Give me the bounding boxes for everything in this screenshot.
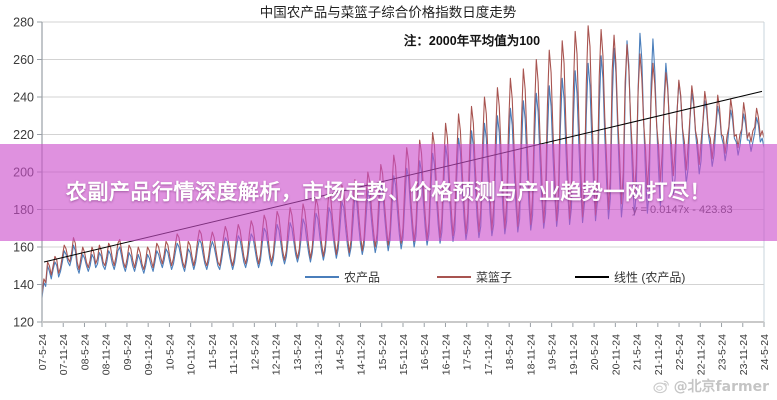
svg-text:23-11-24: 23-11-24	[738, 334, 750, 375]
svg-text:07-11-24: 07-11-24	[58, 334, 70, 375]
svg-text:15-11-24: 15-11-24	[398, 334, 410, 375]
svg-text:13-5-24: 13-5-24	[292, 334, 304, 370]
svg-text:19-5-24: 19-5-24	[547, 334, 559, 370]
svg-text:240: 240	[13, 91, 34, 105]
svg-text:21-11-24: 21-11-24	[653, 334, 665, 375]
svg-text:17-5-24: 17-5-24	[462, 334, 474, 370]
svg-text:22-11-24: 22-11-24	[695, 334, 707, 375]
svg-text:120: 120	[13, 316, 34, 330]
svg-text:16-5-24: 16-5-24	[419, 334, 431, 370]
headline-text: 农副产品行情深度解析，市场走势、价格预测与产业趋势一网打尽！	[66, 180, 711, 204]
headline-overlay-band: 农副产品行情深度解析，市场走势、价格预测与产业趋势一网打尽！	[0, 143, 777, 242]
svg-text:280: 280	[13, 16, 34, 30]
svg-text:农产品: 农产品	[344, 271, 380, 285]
svg-text:09-11-24: 09-11-24	[143, 334, 155, 375]
chart-title: 中国农产品与菜篮子综合价格指数日度走势	[260, 5, 517, 20]
x-axis-labels: 07-5-24 07-11-24 08-5-24 08-11-24 09-5-24 09-…	[37, 334, 771, 375]
svg-text:23-5-24: 23-5-24	[717, 334, 729, 370]
svg-text:线性 (农产品): 线性 (农产品)	[614, 271, 685, 285]
svg-text:15-5-24: 15-5-24	[377, 334, 389, 370]
svg-text:11-5-24: 11-5-24	[207, 334, 219, 370]
svg-text:16-11-24: 16-11-24	[440, 334, 452, 375]
svg-text:19-11-24: 19-11-24	[568, 334, 580, 375]
svg-text:160: 160	[13, 241, 34, 255]
svg-text:12-11-24: 12-11-24	[271, 334, 283, 375]
svg-text:22-5-24: 22-5-24	[674, 334, 686, 370]
svg-text:08-5-24: 08-5-24	[79, 334, 91, 370]
watermark: @北京farmer	[653, 376, 769, 396]
svg-text:10-11-24: 10-11-24	[186, 334, 198, 375]
svg-text:14-11-24: 14-11-24	[356, 334, 368, 375]
svg-text:220: 220	[13, 128, 34, 142]
svg-text:18-5-24: 18-5-24	[504, 334, 516, 370]
svg-text:11-11-24: 11-11-24	[228, 334, 240, 375]
svg-text:260: 260	[13, 53, 34, 67]
svg-text:20-5-24: 20-5-24	[589, 334, 601, 370]
weibo-icon	[653, 380, 669, 393]
svg-text:12-5-24: 12-5-24	[249, 334, 261, 370]
svg-text:菜篮子: 菜篮子	[476, 270, 512, 285]
svg-text:140: 140	[13, 278, 34, 292]
svg-text:20-11-24: 20-11-24	[610, 334, 622, 375]
svg-text:07-5-24: 07-5-24	[37, 334, 49, 370]
svg-text:10-5-24: 10-5-24	[164, 334, 176, 370]
svg-text:24-5-24: 24-5-24	[759, 334, 771, 370]
svg-text:13-11-24: 13-11-24	[313, 334, 325, 375]
svg-text:21-5-24: 21-5-24	[632, 334, 644, 370]
svg-text:09-5-24: 09-5-24	[122, 334, 134, 370]
svg-text:18-11-24: 18-11-24	[525, 334, 537, 375]
watermark-text: @北京farmer	[673, 379, 769, 395]
chart-legend: 农产品 菜篮子 线性 (农产品)	[305, 270, 685, 285]
svg-text:08-11-24: 08-11-24	[101, 334, 113, 375]
svg-text:14-5-24: 14-5-24	[334, 334, 346, 370]
svg-text:17-11-24: 17-11-24	[483, 334, 495, 375]
chart-note: 注：2000年平均值为100	[404, 33, 540, 48]
